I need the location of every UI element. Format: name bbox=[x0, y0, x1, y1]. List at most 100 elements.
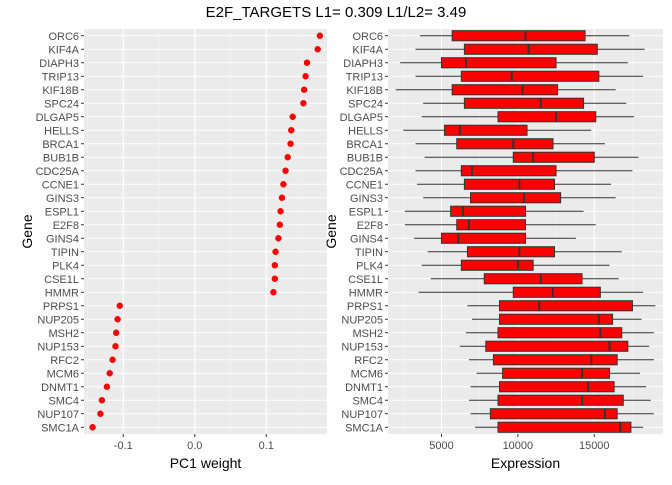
box-gins3 bbox=[470, 192, 562, 204]
box-nup153 bbox=[485, 340, 629, 352]
weight-point-e2f8 bbox=[276, 221, 284, 228]
gene-label: DNMT1 bbox=[345, 382, 383, 394]
gene-label: GINS3 bbox=[46, 193, 79, 205]
gene-label: GINS4 bbox=[350, 233, 383, 245]
gene-label: KIF4A bbox=[48, 44, 79, 56]
box-spc24 bbox=[463, 97, 585, 109]
gene-label: CCNE1 bbox=[42, 179, 79, 191]
box-tipin bbox=[466, 246, 556, 258]
weight-point-cdc25a bbox=[282, 167, 289, 174]
box-espl1 bbox=[450, 205, 526, 217]
weight-point-hells bbox=[288, 127, 295, 134]
weight-point-nup153 bbox=[112, 343, 119, 350]
weight-point-bub1b bbox=[284, 154, 291, 161]
weight-point-trip13 bbox=[302, 73, 309, 80]
gene-label: KIF18B bbox=[42, 85, 79, 97]
weight-point-smc4 bbox=[98, 397, 106, 404]
gene-label: TIPIN bbox=[355, 247, 383, 259]
box-dnmt1 bbox=[499, 381, 615, 393]
box-smc1a bbox=[497, 421, 632, 433]
gene-label: TRIP13 bbox=[346, 71, 383, 83]
box-orc6 bbox=[451, 30, 586, 42]
box-nup205 bbox=[499, 313, 614, 325]
gene-label: NUP153 bbox=[37, 341, 79, 353]
y-axis-title: Gene bbox=[19, 214, 35, 248]
gene-label: SMC4 bbox=[352, 395, 383, 407]
box-diaph3 bbox=[440, 57, 557, 69]
gene-label: ESPL1 bbox=[45, 206, 79, 218]
box-prps1 bbox=[499, 300, 633, 312]
gene-label: BUB1B bbox=[43, 152, 79, 164]
gene-label: NUP205 bbox=[37, 314, 79, 326]
gene-label: SMC4 bbox=[48, 395, 79, 407]
weight-point-dlgap5 bbox=[289, 113, 296, 120]
gene-label: NUP107 bbox=[341, 409, 383, 421]
weight-point-hmmr bbox=[270, 289, 277, 296]
x-tick-label: 5000 bbox=[429, 440, 453, 452]
gene-label: DNMT1 bbox=[41, 382, 79, 394]
box-gins4 bbox=[440, 232, 527, 244]
gene-label: ESPL1 bbox=[349, 206, 383, 218]
weight-point-rfc2 bbox=[109, 356, 116, 363]
gene-label: NUP107 bbox=[37, 409, 79, 421]
gene-label: TIPIN bbox=[51, 247, 79, 259]
gene-label: SPC24 bbox=[348, 98, 383, 110]
weight-point-dnmt1 bbox=[103, 383, 111, 390]
x-axis-title: PC1 weight bbox=[170, 455, 242, 471]
box-bub1b bbox=[512, 151, 595, 163]
weight-point-spc24 bbox=[300, 100, 307, 107]
gene-label: E2F8 bbox=[357, 220, 383, 232]
weight-point-nup205 bbox=[114, 316, 121, 323]
weight-point-prps1 bbox=[116, 302, 123, 309]
weight-point-diaph3 bbox=[303, 59, 311, 66]
chart-title: E2F_TARGETS L1= 0.309 L1/L2= 3.49 bbox=[206, 4, 467, 21]
gene-label: CDC25A bbox=[340, 166, 384, 178]
box-plk4 bbox=[460, 259, 534, 271]
box-hells bbox=[444, 124, 528, 136]
weight-point-ccne1 bbox=[280, 181, 287, 188]
gene-label: RFC2 bbox=[354, 355, 383, 367]
box-ccne1 bbox=[463, 178, 556, 190]
box-nup107 bbox=[489, 408, 618, 420]
weight-point-nup107 bbox=[97, 410, 104, 417]
gene-label: NUP153 bbox=[341, 341, 383, 353]
weight-point-tipin bbox=[272, 248, 279, 255]
gene-label: HMMR bbox=[349, 287, 383, 299]
box-kif18b bbox=[451, 84, 559, 96]
gene-label: E2F8 bbox=[53, 220, 79, 232]
weight-point-plk4 bbox=[271, 262, 279, 269]
gene-label: PLK4 bbox=[356, 260, 383, 272]
weight-point-gins3 bbox=[278, 194, 286, 201]
gene-label: GINS4 bbox=[46, 233, 79, 245]
box-cse1l bbox=[483, 273, 583, 285]
weight-point-cse1l bbox=[271, 275, 279, 282]
box-hmmr bbox=[512, 286, 601, 298]
box-rfc2 bbox=[492, 354, 618, 366]
gene-label: HMMR bbox=[45, 287, 79, 299]
gene-label: BRCA1 bbox=[346, 139, 383, 151]
gene-label: MCM6 bbox=[351, 368, 383, 380]
x-axis-title: Expression bbox=[491, 455, 560, 471]
gene-label: MSH2 bbox=[352, 328, 383, 340]
y-axis-title: Gene bbox=[323, 214, 339, 248]
x-tick-label: 15000 bbox=[579, 440, 610, 452]
gene-label: SMC1A bbox=[345, 422, 384, 434]
gene-label: PRPS1 bbox=[43, 301, 79, 313]
gene-label: CSE1L bbox=[348, 274, 383, 286]
gene-label: DLGAP5 bbox=[36, 112, 79, 124]
weight-point-kif4a bbox=[314, 46, 321, 53]
panel-background bbox=[388, 29, 663, 434]
gene-label: HELLS bbox=[44, 125, 79, 137]
box-smc4 bbox=[497, 394, 624, 406]
panel-background bbox=[84, 29, 327, 434]
gene-label: KIF18B bbox=[346, 85, 383, 97]
weight-point-gins4 bbox=[275, 235, 282, 242]
gene-label: MSH2 bbox=[48, 328, 79, 340]
box-dlgap5 bbox=[497, 111, 597, 123]
gene-label: CSE1L bbox=[44, 274, 79, 286]
box-e2f8 bbox=[456, 219, 526, 231]
weight-point-orc6 bbox=[316, 32, 324, 39]
